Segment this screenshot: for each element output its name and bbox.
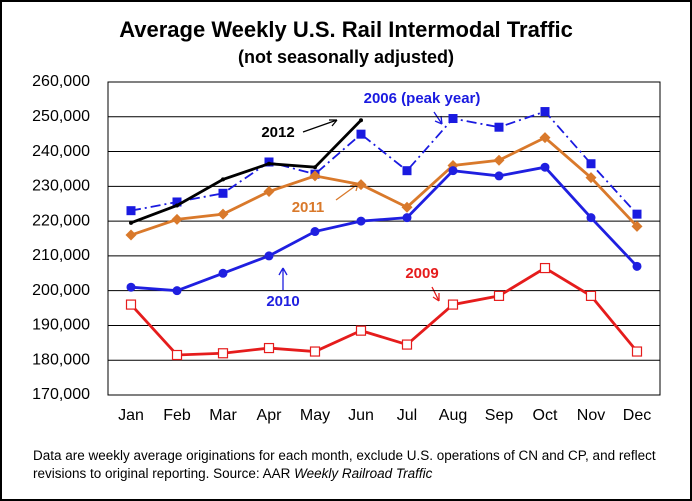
series-label: 2011 (292, 199, 325, 216)
x-tick-label: Feb (163, 407, 191, 424)
point (631, 346, 643, 357)
point (631, 220, 643, 232)
point (313, 165, 317, 170)
annotation-arrows (278, 111, 443, 302)
point (218, 268, 228, 278)
point (129, 220, 133, 225)
point (356, 216, 366, 226)
point (217, 208, 229, 220)
point (264, 251, 274, 261)
point (175, 203, 179, 208)
x-tick-label: Jan (118, 407, 144, 424)
chart-title: Average Weekly U.S. Rail Intermodal Traf… (119, 17, 573, 42)
point (494, 122, 504, 132)
point (494, 171, 504, 181)
series-line (130, 119, 363, 225)
point (585, 290, 597, 301)
y-tick-label: 190,000 (32, 317, 90, 334)
x-tick-label: Oct (533, 407, 558, 424)
point (267, 161, 271, 166)
x-tick-label: Mar (209, 407, 237, 424)
point (309, 346, 321, 357)
x-tick-label: Jul (397, 407, 417, 424)
series-line (129, 266, 639, 357)
point (217, 348, 229, 359)
point (493, 154, 505, 166)
point (585, 172, 597, 184)
point (126, 206, 136, 216)
series-label: 2006 (peak year) (364, 90, 481, 107)
x-tick-label: Dec (623, 407, 651, 424)
point (540, 107, 550, 117)
point (448, 114, 458, 124)
point (172, 197, 182, 207)
footnote: Data are weekly average originations for… (33, 447, 673, 483)
point (447, 299, 459, 310)
series-label: 2012 (261, 124, 294, 141)
point (586, 159, 596, 169)
point (309, 170, 321, 182)
point (356, 129, 366, 139)
point (632, 209, 642, 219)
series-line (130, 110, 638, 215)
point (540, 162, 550, 172)
point (310, 227, 320, 237)
point (221, 177, 225, 182)
point (402, 213, 412, 223)
y-tick-label: 230,000 (32, 178, 90, 195)
point (126, 282, 136, 292)
point (355, 325, 367, 336)
point (401, 339, 413, 350)
point (171, 349, 183, 361)
point (263, 342, 275, 354)
x-tick-label: Aug (439, 407, 467, 424)
chart-subtitle: (not seasonally adjusted) (238, 47, 454, 67)
source-title: Weekly Railroad Traffic (294, 466, 433, 481)
footnote-text: Data are weekly average originations for… (33, 448, 656, 481)
point (359, 118, 363, 123)
point (493, 290, 505, 301)
point (401, 201, 413, 213)
series-line (130, 165, 639, 293)
x-tick-label: Jun (348, 407, 374, 424)
point (402, 166, 412, 176)
series-line (130, 135, 639, 237)
y-tick-label: 220,000 (32, 212, 90, 229)
point (172, 286, 182, 296)
x-tick-label: Sep (485, 407, 514, 424)
x-tick-label: Apr (257, 407, 283, 424)
y-tick-label: 210,000 (32, 247, 90, 264)
point (632, 261, 642, 271)
point (586, 213, 596, 223)
point (355, 179, 367, 191)
point (218, 188, 228, 198)
y-tick-label: 170,000 (32, 386, 90, 403)
x-tick-label: May (300, 407, 330, 424)
y-tick-label: 240,000 (32, 143, 90, 160)
point (125, 229, 137, 241)
series-label: 2009 (405, 265, 438, 282)
point (539, 262, 551, 274)
y-tick-label: 250,000 (32, 108, 90, 125)
y-tick-label: 260,000 (32, 73, 90, 90)
point (448, 166, 458, 176)
point (125, 299, 137, 310)
plot-border (107, 81, 661, 396)
y-tick-label: 180,000 (32, 351, 90, 368)
point (539, 132, 551, 144)
y-tick-label: 200,000 (32, 282, 90, 299)
x-tick-label: Nov (577, 407, 605, 424)
point (171, 213, 183, 225)
point (263, 186, 275, 198)
series-label: 2010 (266, 293, 299, 310)
